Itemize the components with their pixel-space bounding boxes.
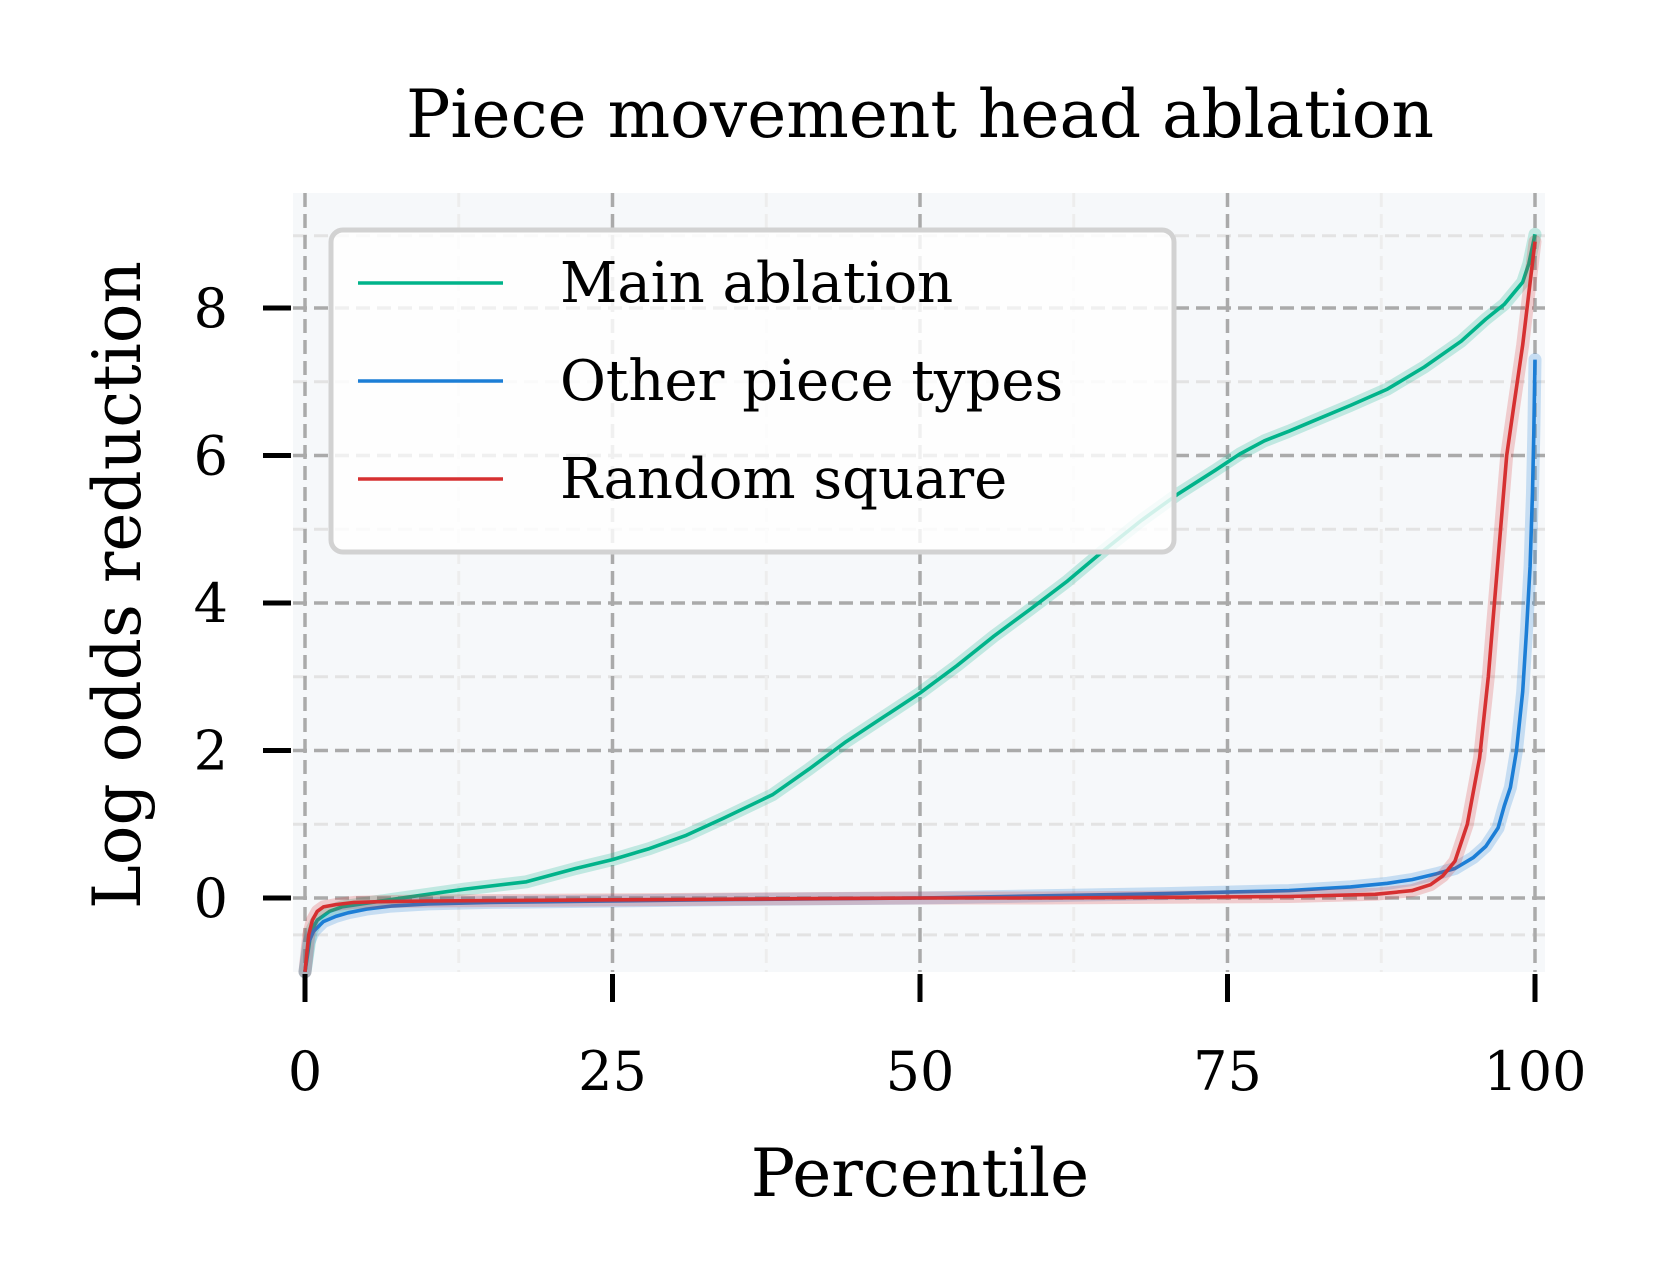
y-tick-label: 6 — [194, 425, 228, 488]
y-axis-label: Log odds reduction — [79, 261, 156, 909]
legend: Main ablation Other piece types Random squ… — [328, 227, 1177, 555]
series-lines — [298, 227, 1542, 979]
y-tick-label: 4 — [194, 572, 228, 635]
series-line-random-square — [303, 241, 1537, 972]
x-axis-ticks: 0 25 50 75 100 — [288, 974, 1587, 1103]
chart-title: Piece movement head ablation — [406, 76, 1434, 153]
legend-label: Other piece types — [560, 349, 1063, 414]
series-line-main-ablation — [303, 233, 1537, 973]
y-tick-label: 0 — [194, 867, 228, 930]
x-tick-label: 100 — [1483, 1040, 1586, 1103]
x-tick-label: 50 — [886, 1040, 955, 1103]
x-tick-label: 25 — [578, 1040, 647, 1103]
x-tick-label: 0 — [288, 1040, 322, 1103]
legend-label: Random square — [560, 447, 1007, 512]
y-tick-label: 2 — [194, 720, 228, 783]
legend-label: Main ablation — [560, 251, 953, 316]
legend-box — [328, 227, 1177, 555]
x-axis-label: Percentile — [751, 1135, 1089, 1212]
y-tick-label: 8 — [194, 277, 228, 340]
series-line-other-piece-types — [303, 359, 1537, 973]
y-axis-ticks: 0 2 4 6 8 — [194, 277, 291, 930]
x-tick-label: 75 — [1193, 1040, 1262, 1103]
